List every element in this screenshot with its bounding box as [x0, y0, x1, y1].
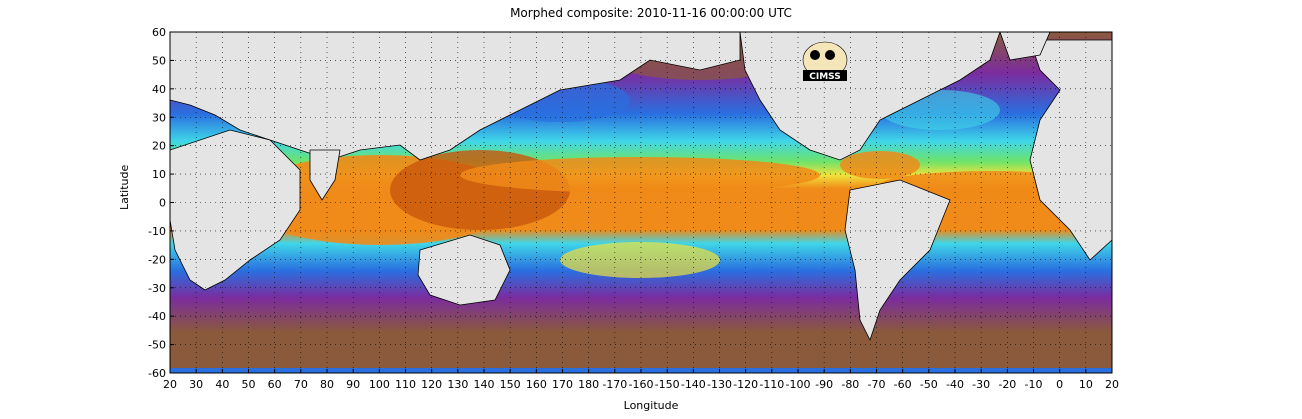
- logo-band: [803, 70, 847, 81]
- spcz-band: [560, 242, 720, 278]
- y-tick-label: 50: [152, 54, 166, 67]
- x-tick-label: 120: [421, 378, 442, 391]
- y-tick-label: 0: [159, 197, 166, 210]
- gridlines: [170, 32, 1112, 373]
- y-tick-label: -60: [148, 367, 166, 380]
- south-america-land: [844, 179, 951, 342]
- x-tick-label: 130: [447, 378, 468, 391]
- x-tick-label: 50: [242, 378, 256, 391]
- x-tick-label: -110: [759, 378, 784, 391]
- y-tick-label: 40: [152, 83, 166, 96]
- x-tick-label: 160: [526, 378, 547, 391]
- y-tick-label: -40: [148, 310, 166, 323]
- logo-figure: [810, 50, 820, 60]
- logo-figure: [825, 50, 835, 60]
- eurasia-land: [170, 32, 741, 161]
- y-tick-label: 10: [152, 168, 166, 181]
- x-tick-label: 90: [346, 378, 360, 391]
- x-tick-label: 110: [395, 378, 416, 391]
- x-tick-label: -10: [1025, 378, 1043, 391]
- x-axis-label: Longitude: [623, 399, 679, 412]
- europe-africa-east-land: [1029, 39, 1112, 261]
- x-tick-label: -20: [998, 378, 1016, 391]
- x-tick-label: -130: [707, 378, 732, 391]
- x-tick-label: 60: [268, 378, 282, 391]
- x-tick-label: 0: [1056, 378, 1063, 391]
- y-tick-label: -10: [148, 225, 166, 238]
- x-tick-label: 80: [320, 378, 334, 391]
- y-tick-label: -50: [148, 339, 166, 352]
- x-tick-label: 170: [552, 378, 573, 391]
- x-tick-label: 150: [500, 378, 521, 391]
- y-tick-label: -30: [148, 282, 166, 295]
- y-tick-label: -20: [148, 253, 166, 266]
- x-tick-label: 20: [1105, 378, 1119, 391]
- x-tick-label: -80: [841, 378, 859, 391]
- x-tick-label: -100: [786, 378, 811, 391]
- greenland-land: [999, 32, 1051, 61]
- itcz-pacific: [460, 157, 820, 193]
- x-tick-label: -160: [629, 378, 654, 391]
- y-tick-label: 30: [152, 111, 166, 124]
- x-tick-label: -120: [733, 378, 758, 391]
- x-tick-label: 20: [163, 378, 177, 391]
- x-tick-label: -150: [655, 378, 680, 391]
- x-tick-label: 10: [1079, 378, 1093, 391]
- x-tick-label: -50: [920, 378, 938, 391]
- x-tick-label: -140: [681, 378, 706, 391]
- x-tick-label: -60: [894, 378, 912, 391]
- logo-text: CIMSS: [809, 72, 840, 82]
- x-tick-label: -90: [815, 378, 833, 391]
- y-axis-ticks: 60 50 40 30 20 10 0 -10 -20 -30 -40 -50 -60: [148, 26, 174, 380]
- cimss-logo: CIMSS: [802, 41, 848, 82]
- x-tick-label: 100: [369, 378, 390, 391]
- plot-title: Morphed composite: 2010-11-16 00:00:00 U…: [510, 6, 792, 20]
- x-tick-label: -40: [946, 378, 964, 391]
- x-tick-label: 180: [578, 378, 599, 391]
- x-tick-label: 70: [294, 378, 308, 391]
- x-tick-label: -170: [602, 378, 627, 391]
- x-tick-label: -70: [868, 378, 886, 391]
- y-tick-label: 20: [152, 140, 166, 153]
- x-tick-label: 30: [189, 378, 203, 391]
- x-tick-label: 40: [215, 378, 229, 391]
- caribbean-moisture: [840, 151, 920, 179]
- x-axis-ticks: 20 30 40 50 60 70 80 90 100 110 120 130 140 150 160 170…: [163, 369, 1119, 391]
- x-tick-label: -30: [972, 378, 990, 391]
- x-tick-label: 140: [474, 378, 495, 391]
- y-tick-label: 60: [152, 26, 166, 39]
- india-land: [309, 149, 341, 201]
